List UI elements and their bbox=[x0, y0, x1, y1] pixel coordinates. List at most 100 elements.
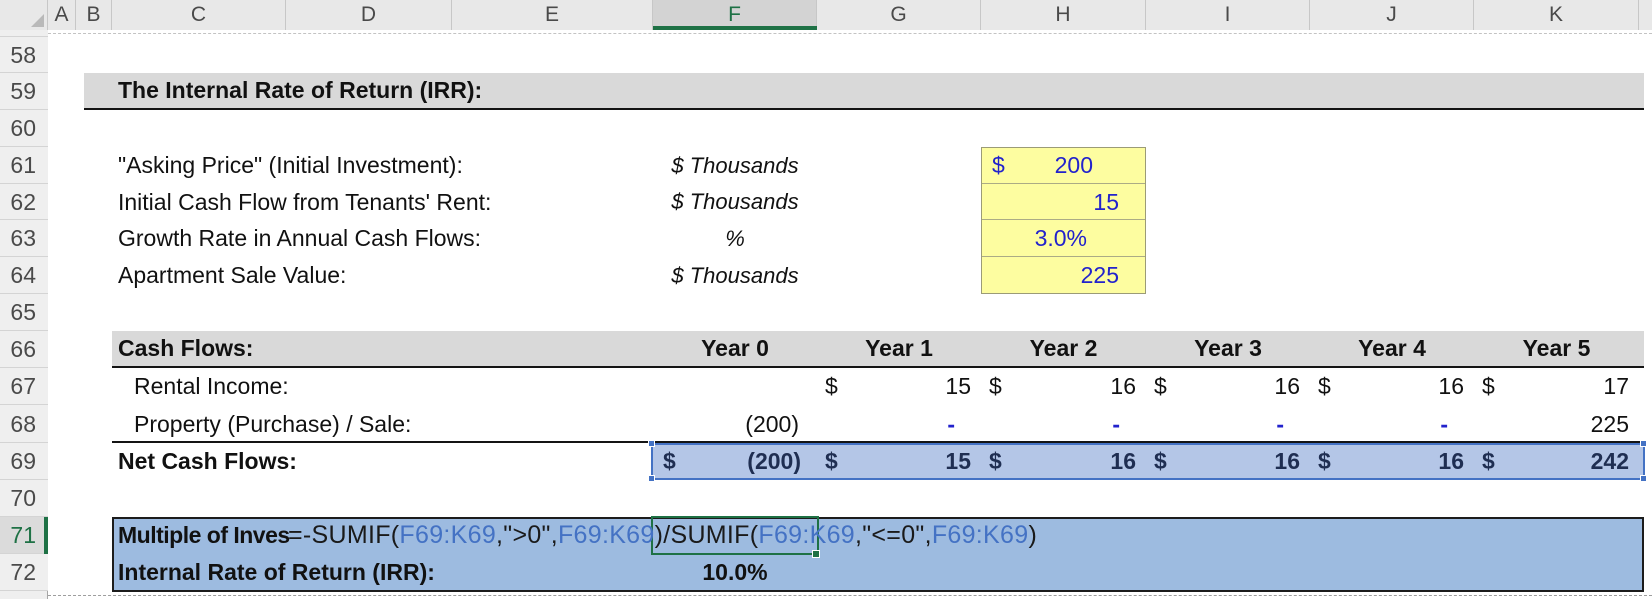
column-header-A[interactable]: A bbox=[48, 0, 76, 30]
rental-income-y4[interactable]: $16 bbox=[1310, 368, 1474, 405]
dollar-sign: $ bbox=[1318, 448, 1331, 474]
cash-flows-band[interactable] bbox=[112, 331, 1644, 368]
dollar-sign: $ bbox=[1154, 373, 1167, 399]
column-header-D[interactable]: D bbox=[286, 0, 452, 30]
dollar-sign: $ bbox=[1318, 373, 1331, 399]
formula-edit-text[interactable]: =-SUMIF(F69:K69,">0",F69:K69)/SUMIF(F69:… bbox=[288, 517, 1037, 554]
row-header-64[interactable]: 64 bbox=[0, 257, 48, 294]
net-y1[interactable]: $15 bbox=[817, 443, 981, 480]
section-title: The Internal Rate of Return (IRR): bbox=[118, 77, 483, 103]
dollar-sign: $ bbox=[1482, 373, 1495, 399]
property-label[interactable]: Property (Purchase) / Sale: bbox=[134, 411, 412, 437]
dollar-sign: $ bbox=[992, 152, 1005, 178]
year-1-header[interactable]: Year 1 bbox=[865, 335, 933, 361]
units-sale-value[interactable]: $ Thousands bbox=[671, 263, 799, 288]
row-header-57-sliver bbox=[0, 30, 48, 37]
dollar-sign: $ bbox=[663, 448, 676, 474]
referenced-range-F69-K69[interactable] bbox=[651, 443, 1645, 480]
column-header-C[interactable]: C bbox=[112, 0, 286, 30]
page-break-line-bottom bbox=[48, 595, 1652, 596]
column-header-I[interactable]: I bbox=[1146, 0, 1310, 30]
input-initial-cash-flow[interactable]: 15 bbox=[982, 184, 1145, 220]
formula-range-ref: F69:K69 bbox=[557, 521, 655, 549]
year-0-header[interactable]: Year 0 bbox=[701, 335, 769, 361]
row-header-59[interactable]: 59 bbox=[0, 73, 48, 110]
label-sale-value[interactable]: Apartment Sale Value: bbox=[118, 262, 347, 288]
dollar-sign: $ bbox=[1154, 448, 1167, 474]
input-growth-rate[interactable]: 3.0% bbox=[982, 220, 1145, 257]
rental-income-label[interactable]: Rental Income: bbox=[134, 373, 289, 399]
property-y2-dash[interactable]: - bbox=[1112, 411, 1120, 437]
dollar-sign: $ bbox=[825, 448, 838, 474]
column-header-J[interactable]: J bbox=[1310, 0, 1474, 30]
label-growth-rate[interactable]: Growth Rate in Annual Cash Flows: bbox=[118, 225, 482, 251]
select-all-corner[interactable] bbox=[0, 0, 48, 30]
year-5-header[interactable]: Year 5 bbox=[1522, 335, 1591, 361]
property-y5[interactable]: 225 bbox=[1590, 411, 1629, 437]
row-header-67[interactable]: 67 bbox=[0, 368, 48, 405]
active-cell-fill-handle[interactable] bbox=[812, 550, 820, 558]
active-cell-F71-border[interactable] bbox=[651, 516, 819, 555]
input-asking-price[interactable]: $ 200 bbox=[982, 147, 1145, 184]
property-y1-dash[interactable]: - bbox=[947, 411, 955, 437]
column-header-K[interactable]: K bbox=[1474, 0, 1639, 30]
net-y2[interactable]: $16 bbox=[981, 443, 1146, 480]
row-header-62[interactable]: 62 bbox=[0, 184, 48, 220]
row-header-63[interactable]: 63 bbox=[0, 220, 48, 257]
dollar-sign: $ bbox=[989, 373, 1002, 399]
dollar-sign: $ bbox=[825, 373, 838, 399]
dollar-sign: $ bbox=[989, 448, 1002, 474]
rental-income-y2[interactable]: $16 bbox=[981, 368, 1146, 405]
units-asking-price[interactable]: $ Thousands bbox=[671, 153, 799, 178]
property-y3-dash[interactable]: - bbox=[1276, 411, 1284, 437]
row-header-60[interactable]: 60 bbox=[0, 110, 48, 147]
column-header-E[interactable]: E bbox=[452, 0, 653, 30]
row-header-58[interactable]: 58 bbox=[0, 37, 48, 73]
formula-range-ref: F69:K69 bbox=[399, 521, 497, 549]
title-band[interactable] bbox=[84, 73, 1644, 110]
range-handle-bottom-left[interactable] bbox=[648, 475, 655, 482]
net-row-top-border bbox=[112, 441, 1644, 443]
column-header-F-selected[interactable]: F bbox=[653, 0, 817, 30]
net-y5[interactable]: $242 bbox=[1474, 443, 1639, 480]
row-header-66[interactable]: 66 bbox=[0, 331, 48, 368]
year-3-header[interactable]: Year 3 bbox=[1194, 335, 1262, 361]
label-asking-price[interactable]: "Asking Price" (Initial Investment): bbox=[118, 152, 463, 178]
column-header-G[interactable]: G bbox=[817, 0, 981, 30]
rental-income-y3[interactable]: $16 bbox=[1146, 368, 1310, 405]
column-header-H[interactable]: H bbox=[981, 0, 1146, 30]
year-4-header[interactable]: Year 4 bbox=[1358, 335, 1426, 361]
range-handle-top-right[interactable] bbox=[1640, 440, 1647, 447]
net-cash-flows-label[interactable]: Net Cash Flows: bbox=[118, 448, 297, 474]
cash-flows-label: Cash Flows: bbox=[118, 335, 254, 361]
row-header-65[interactable]: 65 bbox=[0, 294, 48, 331]
row-header-72[interactable]: 72 bbox=[0, 554, 48, 591]
row-header-68[interactable]: 68 bbox=[0, 405, 48, 443]
year-2-header[interactable]: Year 2 bbox=[1029, 335, 1098, 361]
select-all-triangle-icon bbox=[31, 14, 44, 27]
input-sale-value[interactable]: 225 bbox=[1080, 262, 1119, 288]
irr-value[interactable]: 10.0% bbox=[702, 559, 768, 585]
net-y3[interactable]: $16 bbox=[1146, 443, 1310, 480]
range-handle-bottom-right[interactable] bbox=[1640, 475, 1647, 482]
row-header-69[interactable]: 69 bbox=[0, 443, 48, 480]
summary-block[interactable] bbox=[112, 517, 1644, 592]
label-initial-cash-flow[interactable]: Initial Cash Flow from Tenants' Rent: bbox=[118, 189, 492, 215]
property-y0[interactable]: (200) bbox=[745, 411, 799, 437]
input-block bbox=[981, 147, 1146, 294]
units-growth-rate[interactable]: % bbox=[725, 226, 745, 251]
irr-label[interactable]: Internal Rate of Return (IRR): bbox=[118, 559, 435, 585]
row-header-71-active[interactable]: 71 bbox=[0, 517, 48, 554]
row-header-61[interactable]: 61 bbox=[0, 147, 48, 184]
net-y4[interactable]: $16 bbox=[1310, 443, 1474, 480]
rental-income-y5[interactable]: $17 bbox=[1474, 368, 1639, 405]
net-y0[interactable]: $ (200) bbox=[653, 443, 817, 480]
units-initial-cash-flow[interactable]: $ Thousands bbox=[671, 189, 799, 214]
property-y4-dash[interactable]: - bbox=[1440, 411, 1448, 437]
multiple-of-investment-label[interactable]: Multiple of Invest bbox=[118, 522, 290, 548]
rental-income-y1[interactable]: $15 bbox=[817, 368, 981, 405]
column-header-B[interactable]: B bbox=[76, 0, 112, 30]
formula-range-ref: F69:K69 bbox=[931, 521, 1029, 549]
row-header-70[interactable]: 70 bbox=[0, 480, 48, 517]
range-handle-top-left[interactable] bbox=[648, 440, 655, 447]
